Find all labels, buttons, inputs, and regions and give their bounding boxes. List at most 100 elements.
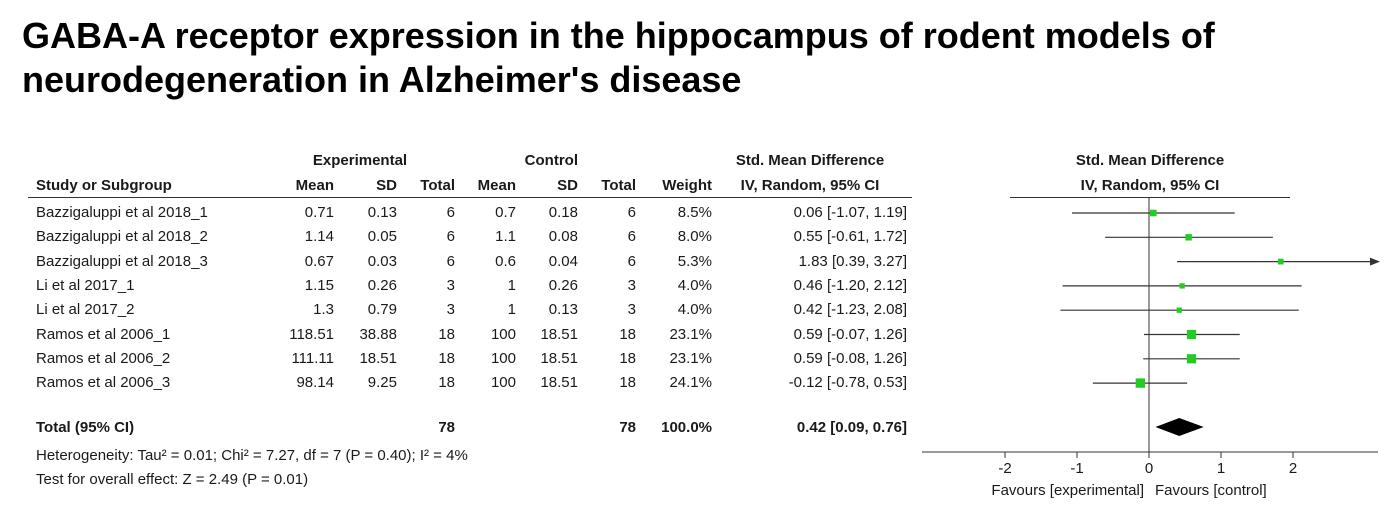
exp-sd: 18.51: [359, 349, 397, 367]
header-control: Control: [524, 152, 578, 169]
chart-title-line-2: neurodegeneration in Alzheimer's disease: [22, 59, 742, 100]
header-ctl-sd: SD: [557, 177, 578, 194]
exp-total: 3: [446, 276, 455, 294]
exp-mean: 1.3: [313, 301, 334, 319]
study-name: Li et al 2017_2: [36, 301, 135, 319]
ctl-sd: 0.26: [548, 276, 578, 294]
exp-mean: 1.14: [304, 228, 334, 246]
overall-effect-text: Test for overall effect: Z = 2.49 (P = 0…: [36, 471, 309, 488]
header-experimental: Experimental: [312, 152, 408, 169]
weight: 5.3%: [677, 252, 712, 270]
ctl-total: 3: [627, 276, 636, 294]
study-name: Li et al 2017_1: [36, 276, 135, 294]
exp-total: 18: [438, 374, 455, 392]
exp-sd: 0.03: [367, 252, 397, 270]
weight: 8.0%: [677, 228, 712, 246]
favours-control-label: Favours [control]: [1155, 482, 1267, 499]
study-marker: [1186, 354, 1197, 364]
x-tick-label: -2: [998, 460, 1011, 477]
ctl-mean: 100: [490, 325, 516, 343]
x-tick-label: 0: [1145, 460, 1153, 477]
study-name: Bazzigaluppi et al 2018_1: [36, 204, 208, 221]
header-study: Study or Subgroup: [36, 177, 172, 194]
ctl-sd: 0.08: [548, 228, 578, 246]
exp-sd: 0.05: [367, 228, 397, 246]
study-name: Ramos et al 2006_1: [36, 325, 171, 343]
x-tick-label: 1: [1217, 460, 1225, 477]
ctl-mean: 1.1: [495, 228, 516, 246]
exp-total: 18: [438, 349, 455, 367]
favours-experimental-label: Favours [experimental]: [991, 482, 1144, 499]
ci-text: 1.83 [0.39, 3.27]: [798, 252, 907, 270]
exp-sd: 0.13: [367, 204, 397, 221]
header-weight: Weight: [662, 177, 712, 194]
ci-text: 0.55 [-0.61, 1.72]: [793, 228, 907, 246]
exp-mean: 0.67: [304, 252, 334, 270]
study-name: Bazzigaluppi et al 2018_2: [36, 228, 208, 246]
study-marker: [1277, 258, 1284, 265]
ctl-total: 6: [627, 228, 636, 246]
exp-mean: 98.14: [296, 374, 334, 392]
study-marker: [1185, 234, 1192, 241]
ctl-mean: 100: [490, 374, 516, 392]
table-header-rule: [28, 197, 912, 198]
ctl-mean: 1: [507, 301, 516, 319]
ctl-sd: 0.13: [548, 301, 578, 319]
weight: 8.5%: [677, 204, 712, 221]
exp-total: 3: [446, 301, 455, 319]
exp-total: 6: [446, 204, 455, 221]
weight: 4.0%: [677, 276, 712, 294]
total-ctl-total: 78: [619, 419, 636, 436]
ctl-total: 18: [619, 349, 636, 367]
header-method: IV, Random, 95% CI: [740, 177, 880, 194]
study-name: Bazzigaluppi et al 2018_3: [36, 252, 208, 270]
study-marker: [1150, 209, 1157, 217]
ctl-mean: 100: [490, 349, 516, 367]
study-marker: [1179, 283, 1185, 289]
ci-text: 0.42 [-1.23, 2.08]: [793, 301, 907, 319]
header-exp-mean: Mean: [295, 177, 334, 194]
exp-mean: 0.71: [304, 204, 334, 221]
total-exp-total: 78: [438, 419, 455, 436]
ctl-sd: 18.51: [540, 349, 578, 367]
ctl-total: 6: [627, 204, 636, 221]
exp-total: 6: [446, 252, 455, 270]
ctl-sd: 0.04: [548, 252, 578, 270]
study-marker: [1135, 378, 1146, 388]
ctl-mean: 0.6: [495, 252, 516, 270]
header-smd: Std. Mean Difference: [735, 152, 885, 169]
exp-mean: 1.15: [304, 276, 334, 294]
ci-text: -0.12 [-0.78, 0.53]: [788, 374, 907, 392]
x-tick-label: 2: [1289, 460, 1297, 477]
ci-text: 0.06 [-1.07, 1.19]: [793, 204, 907, 221]
chart-title: GABA-A receptor expression in the hippoc…: [22, 14, 1362, 102]
weight: 23.1%: [669, 325, 712, 343]
ctl-mean: 0.7: [495, 204, 516, 221]
total-ci: 0.42 [0.09, 0.76]: [796, 419, 907, 436]
ctl-total: 6: [627, 252, 636, 270]
study-name: Ramos et al 2006_3: [36, 374, 171, 392]
ctl-mean: 1: [507, 276, 516, 294]
exp-sd: 9.25: [367, 374, 397, 392]
ci-text: 0.59 [-0.08, 1.26]: [793, 349, 907, 367]
weight: 24.1%: [669, 374, 712, 392]
exp-sd: 0.26: [367, 276, 397, 294]
ci-arrow: [1370, 257, 1380, 266]
chart-title-line-1: GABA-A receptor expression in the hippoc…: [22, 15, 1215, 56]
ctl-total: 3: [627, 301, 636, 319]
study-name: Ramos et al 2006_2: [36, 349, 171, 367]
total-label: Total (95% CI): [36, 419, 135, 436]
x-tick-label: -1: [1070, 460, 1083, 477]
ctl-sd: 0.18: [548, 204, 578, 221]
ctl-sd: 18.51: [540, 325, 578, 343]
pooled-diamond: [1155, 418, 1204, 436]
header-exp-total: Total: [420, 177, 455, 194]
heterogeneity-text: Heterogeneity: Tau² = 0.01; Chi² = 7.27,…: [36, 447, 468, 464]
ctl-sd: 18.51: [540, 374, 578, 392]
plot-header-method: IV, Random, 95% CI: [1080, 177, 1220, 194]
study-marker: [1176, 307, 1182, 313]
header-ctl-mean: Mean: [477, 177, 516, 194]
header-exp-sd: SD: [376, 177, 397, 194]
weight: 4.0%: [677, 301, 712, 319]
